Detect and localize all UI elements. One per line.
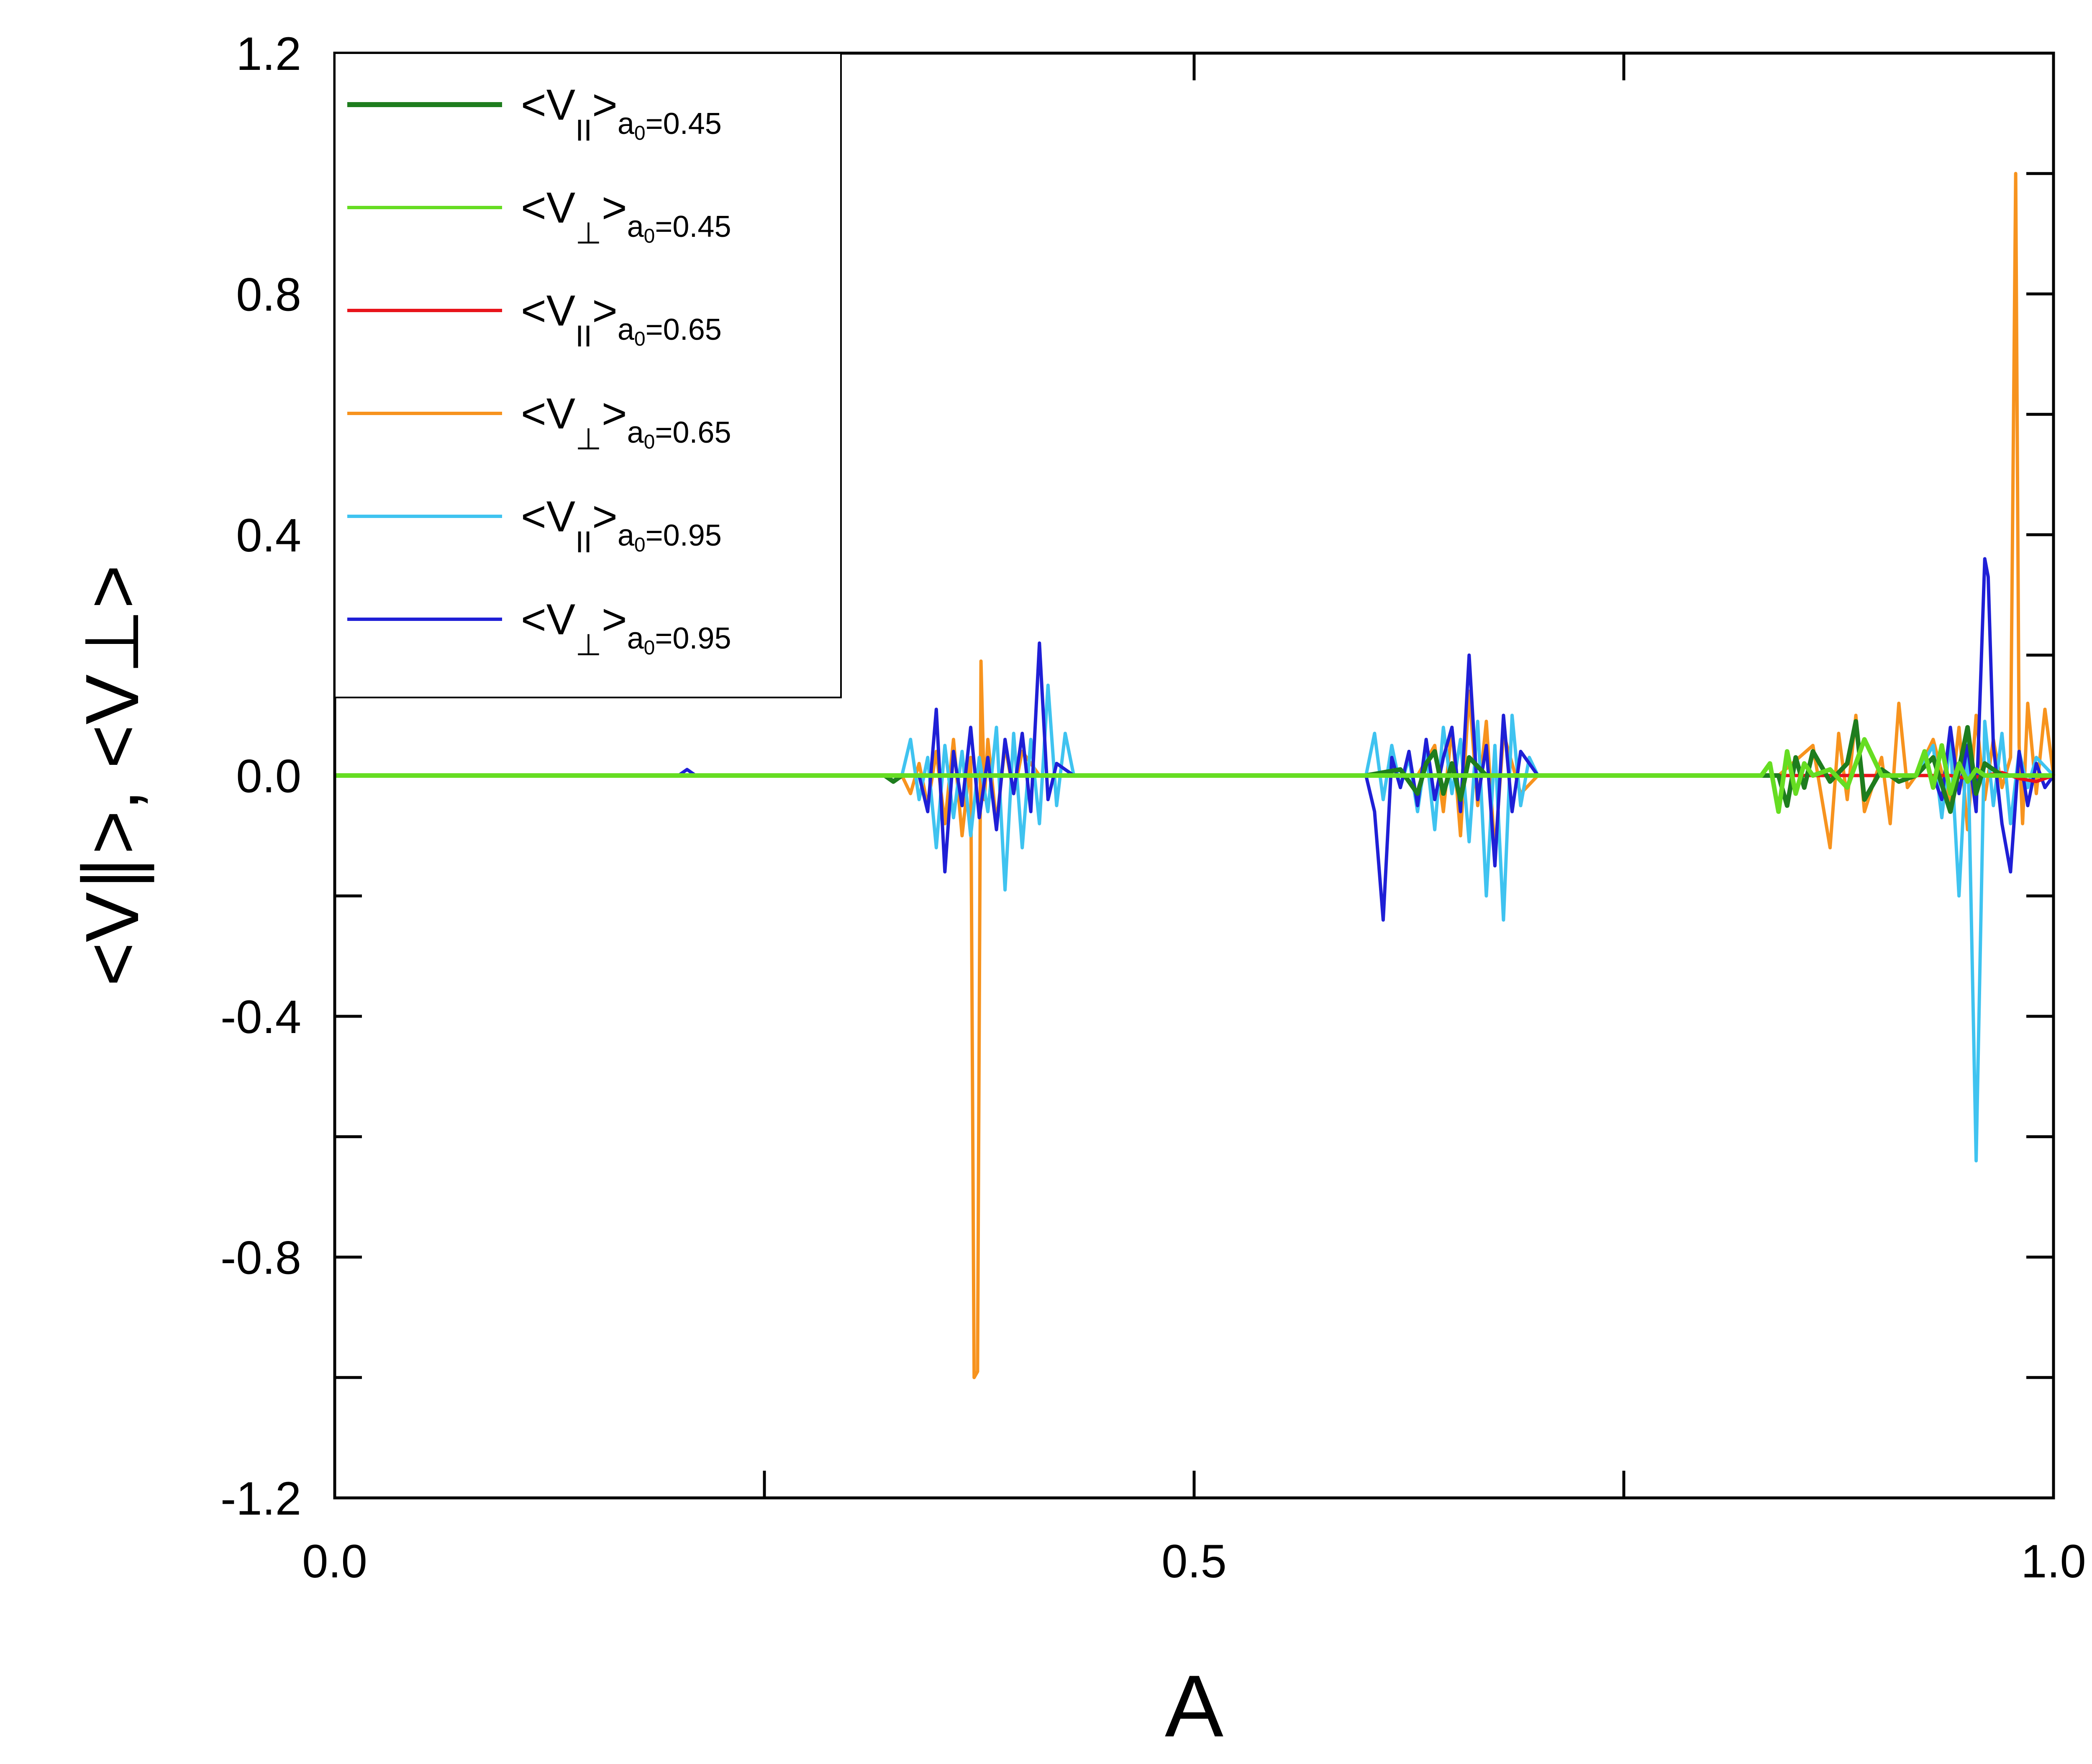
y-tick-label: 0.4: [236, 509, 301, 562]
legend-label-3: <VII>a0=0.65: [521, 287, 722, 353]
series-layer: [335, 172, 2055, 1379]
y-axis-title-text: <V∥>, <V⊥>: [70, 565, 154, 986]
legend-label-2: <V⊥>a0=0.45: [521, 184, 731, 250]
series-line-1: [335, 719, 2054, 814]
y-tick-label: -0.4: [220, 991, 301, 1043]
legend: <VII>a0=0.45 <V⊥>a0=0.45 <VII>a0=0.65 <V⊥>a…: [334, 52, 842, 698]
y-axis-title: <V∥>, <V⊥>: [70, 565, 154, 986]
legend-label-1: <VII>a0=0.45: [521, 81, 722, 147]
series-line-2: [335, 737, 2054, 814]
labels-layer: 0.0 0.5 1.0 -1.2 -0.8 -0.4 0.0 0.4 0.8 1.2: [220, 28, 2086, 1587]
legend-label-4: <V⊥>a0=0.65: [521, 390, 731, 456]
legend-label-5: <VII>a0=0.95: [521, 492, 722, 559]
x-tick-label: 1.0: [2021, 1535, 2086, 1587]
legend-box: [334, 52, 842, 698]
plot-frame: [333, 51, 2055, 1500]
x-tick-label: 0.0: [302, 1535, 367, 1587]
y-tick-label: 1.2: [236, 28, 301, 80]
y-tick-label: -0.8: [220, 1232, 301, 1284]
x-axis-title: A: [1165, 1657, 1223, 1755]
y-tick-label: -1.2: [220, 1472, 301, 1525]
x-tick-label: 0.5: [1161, 1535, 1227, 1587]
y-tick-label: 0.8: [236, 269, 301, 321]
legend-label-6: <V⊥>a0=0.95: [521, 595, 731, 662]
y-tick-label: 0.0: [236, 750, 301, 803]
